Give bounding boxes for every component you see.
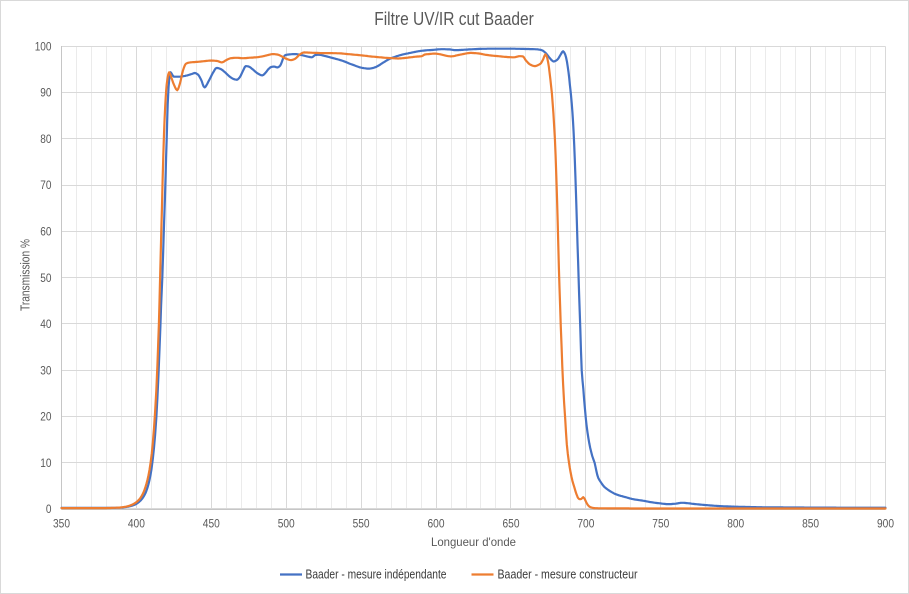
svg-text:Transmission %: Transmission % [19, 239, 33, 311]
svg-text:10: 10 [40, 458, 51, 470]
svg-text:500: 500 [278, 518, 295, 530]
svg-text:40: 40 [40, 319, 51, 331]
svg-text:50: 50 [40, 273, 51, 285]
svg-text:750: 750 [652, 518, 669, 530]
svg-text:Baader - mesure constructeur: Baader - mesure constructeur [498, 568, 638, 582]
svg-text:400: 400 [128, 518, 145, 530]
svg-text:Longueur d'onde: Longueur d'onde [431, 535, 516, 549]
svg-text:30: 30 [40, 365, 51, 377]
svg-text:450: 450 [203, 518, 220, 530]
svg-text:900: 900 [877, 518, 894, 530]
svg-text:Filtre UV/IR cut Baader: Filtre UV/IR cut Baader [374, 9, 534, 29]
svg-text:70: 70 [40, 180, 51, 192]
svg-text:850: 850 [802, 518, 819, 530]
svg-text:800: 800 [727, 518, 744, 530]
svg-text:350: 350 [53, 518, 70, 530]
svg-text:600: 600 [428, 518, 445, 530]
svg-text:0: 0 [46, 504, 52, 516]
svg-text:80: 80 [40, 134, 51, 146]
svg-text:550: 550 [353, 518, 370, 530]
svg-text:700: 700 [577, 518, 594, 530]
svg-text:100: 100 [35, 41, 52, 53]
svg-text:90: 90 [40, 88, 51, 100]
svg-text:Baader - mesure indépendante: Baader - mesure indépendante [306, 568, 447, 582]
svg-text:650: 650 [503, 518, 520, 530]
svg-text:20: 20 [40, 412, 51, 424]
svg-text:60: 60 [40, 227, 51, 239]
